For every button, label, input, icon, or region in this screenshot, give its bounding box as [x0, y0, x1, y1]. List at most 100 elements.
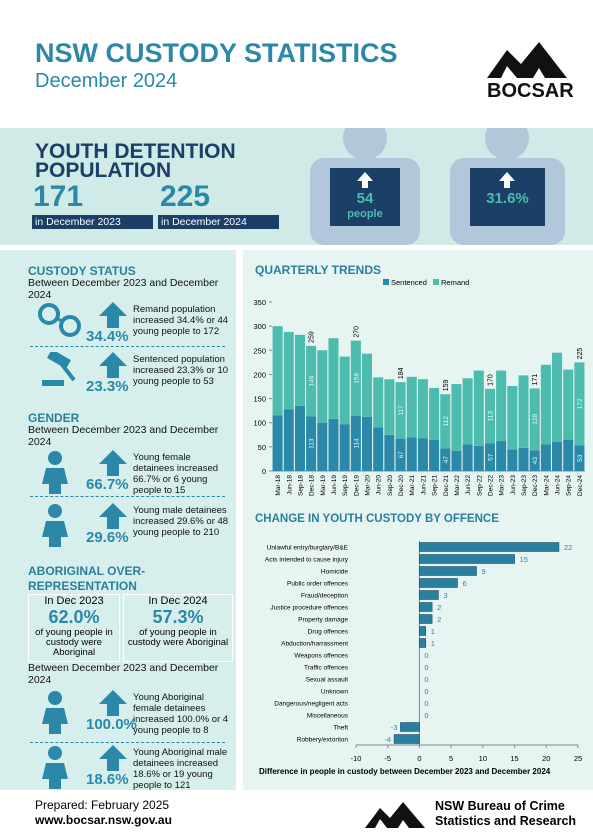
x-tick-label: Sep-21 — [432, 475, 439, 496]
value-label: 6 — [462, 579, 466, 588]
category-label: Property damage — [298, 617, 348, 624]
chart: QUARTERLY TRENDS Sentenced Remand 0 50 100 150… — [253, 263, 585, 496]
bar-segment — [283, 331, 294, 410]
x-tick-label: -5 — [384, 754, 391, 763]
x-tick-label: Dec-23 — [532, 475, 539, 496]
bar-segment — [294, 334, 305, 406]
value-label: 0 — [424, 687, 428, 696]
bar-segment — [350, 415, 361, 471]
x-tick-label: Jun-23 — [510, 475, 517, 495]
y-tick-label: 100 — [253, 419, 266, 428]
bar-segment — [395, 382, 406, 439]
bar — [419, 602, 433, 612]
total-label: 225 — [577, 348, 584, 360]
title: NSW CUSTODY STATISTICS — [35, 38, 398, 68]
bar-segment — [484, 443, 496, 471]
total-label: 184 — [398, 367, 405, 379]
category-label: Sexual assault — [306, 677, 348, 684]
value-label: 0 — [424, 651, 428, 660]
item-text: Sentenced population increased 23.3% or … — [133, 354, 229, 387]
before-value: 171 — [33, 180, 84, 213]
bar — [419, 638, 427, 648]
y-tick-label: 200 — [253, 370, 266, 379]
category-label: Unlawful entry/burglary/B&E — [267, 545, 349, 552]
category-label: Robbery/extortion — [297, 737, 349, 744]
item-text: Remand population increased 34.4% or 44 … — [133, 304, 229, 337]
bar-segment — [384, 379, 395, 435]
x-tick-label: Mar-22 — [454, 475, 461, 496]
before-caption: in December 2023 — [32, 215, 153, 229]
period: Between December 2023 and December 2024 — [28, 662, 219, 686]
value-label: 47 — [443, 456, 450, 464]
bar — [419, 578, 458, 588]
bar — [419, 614, 433, 624]
bar-segment — [507, 449, 518, 471]
figures — [310, 128, 565, 245]
x-tick-label: Jun-18 — [286, 475, 293, 495]
chart-title: QUARTERLY TRENDS — [255, 263, 381, 277]
item-percent: 66.7% — [86, 476, 129, 493]
value-label: 1 — [431, 627, 435, 636]
value-label: 0 — [424, 675, 428, 684]
x-tick-label: -10 — [351, 754, 362, 763]
bar-segment — [417, 438, 428, 471]
total-label: 159 — [443, 379, 450, 391]
x-tick-label: Dec-21 — [443, 475, 450, 496]
box-text: of young people in custody were Aborigin… — [127, 627, 229, 648]
legend-label: Remand — [441, 278, 469, 287]
y-tick-label: 50 — [258, 443, 266, 452]
bar-segment — [462, 378, 473, 445]
value-label: 15 — [520, 555, 528, 564]
item-percent: 100.0% — [86, 716, 137, 733]
y-tick-label: 300 — [253, 322, 266, 331]
value-label: 0 — [424, 711, 428, 720]
bar — [419, 554, 515, 564]
icon — [98, 352, 128, 383]
y-tick-label: 150 — [253, 395, 266, 404]
bar-segment — [306, 345, 317, 417]
x-tick-label: Jun-22 — [465, 475, 472, 495]
value-label: 1 — [431, 639, 435, 648]
bar-segment — [283, 409, 294, 471]
x-tick-label: 25 — [574, 754, 582, 763]
item-percent: 29.6% — [86, 529, 129, 546]
x-tick-label: Jun-21 — [420, 475, 427, 495]
x-tick-label: Dec-20 — [398, 475, 405, 496]
x-tick-label: 5 — [449, 754, 453, 763]
y-tick-label: 0 — [262, 467, 266, 476]
item-percent: 34.4% — [86, 328, 129, 345]
bar-segment — [272, 415, 283, 471]
bar-segment — [272, 326, 283, 416]
x-tick-label: Mar-24 — [543, 475, 550, 496]
value-label: 67 — [398, 451, 405, 459]
bar-segment — [529, 450, 540, 471]
value-label: 2 — [437, 603, 441, 612]
logo-text: BOCSAR — [487, 80, 574, 102]
bar-segment — [294, 405, 305, 471]
box-label: In Dec 2023 — [44, 595, 104, 607]
legend-swatch — [433, 279, 439, 285]
bar-segment — [384, 434, 395, 471]
organisation: NSW Bureau of Crime Statistics and Resea… — [435, 799, 577, 828]
value-label: 9 — [482, 567, 486, 576]
icon — [38, 745, 72, 794]
bar-segment — [574, 362, 585, 446]
bar-segment — [540, 364, 551, 445]
icon — [38, 690, 72, 739]
x-tick-label: Mar-19 — [320, 475, 327, 496]
item-text: Young male detainees increased 29.6% or … — [133, 505, 229, 538]
heading: CUSTODY STATUS — [28, 264, 136, 278]
bar-segment — [350, 340, 361, 416]
bar-segment — [317, 350, 328, 423]
category-label: Traffic offences — [304, 665, 349, 672]
bar-segment — [440, 448, 451, 471]
x-tick-label: Sep-22 — [476, 475, 483, 496]
bar-segment — [552, 442, 563, 471]
value-label: 43 — [532, 457, 539, 465]
category-label: Unknown — [321, 689, 348, 696]
stat-box: In Dec 2023 62.0% of young people in cus… — [28, 594, 120, 662]
value-label: 156 — [353, 372, 360, 383]
total-label: 270 — [353, 326, 360, 338]
bar-segment — [361, 416, 373, 471]
